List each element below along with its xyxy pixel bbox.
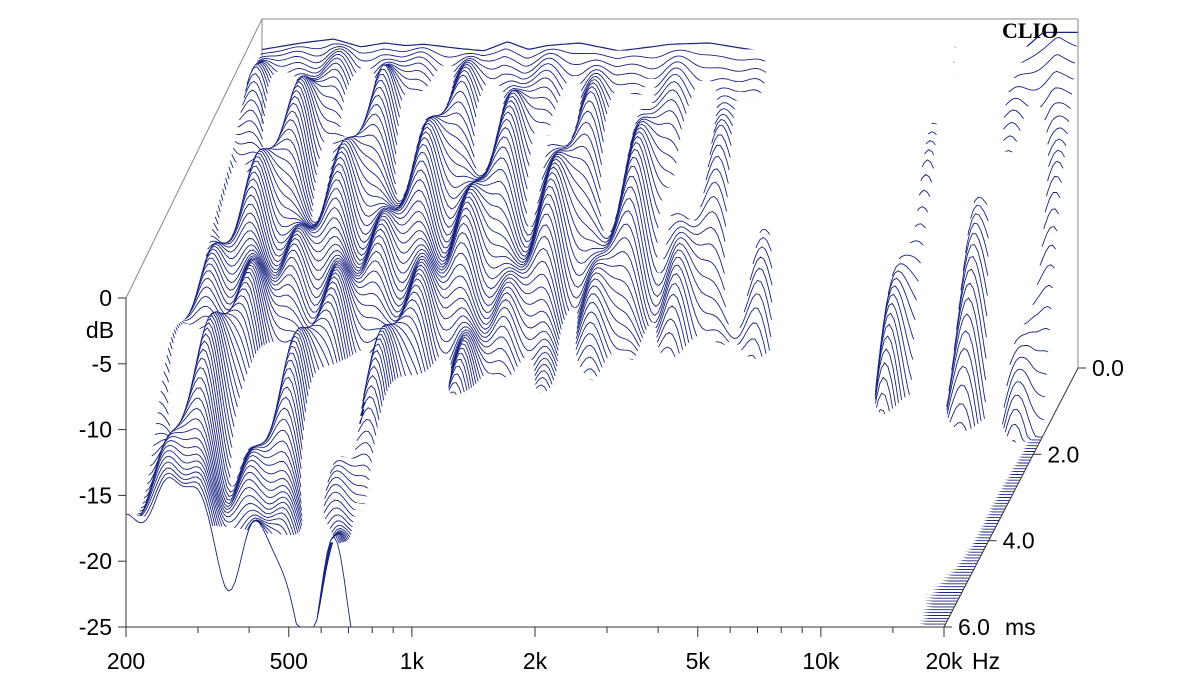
y-tick-label: 0 bbox=[99, 285, 112, 311]
y-tick-label: -15 bbox=[79, 482, 112, 508]
x-tick-label: 2k bbox=[523, 648, 548, 674]
y-tick-label: -25 bbox=[79, 614, 112, 640]
x-tick-label: 5k bbox=[686, 648, 711, 674]
x-tick-label: 10k bbox=[802, 648, 840, 674]
x-tick-label: 200 bbox=[107, 648, 145, 674]
decay-slices bbox=[125, 31, 1078, 628]
axis-labels: 0 -5 -10 -15 -20 -25 dB 200 500 1k 2k 5k 10k 20k Hz 0.0… bbox=[79, 285, 1124, 674]
x-tick-label: 500 bbox=[270, 648, 308, 674]
x-tick-label: 1k bbox=[400, 648, 425, 674]
y-tick-label: -20 bbox=[79, 548, 112, 574]
z-tick-label: 6.0 bbox=[958, 614, 990, 640]
z-axis-line bbox=[943, 367, 1079, 628]
brand-label: CLIO bbox=[1002, 18, 1058, 43]
z-axis-unit: ms bbox=[1005, 614, 1036, 640]
x-tick-label: 20k bbox=[925, 648, 963, 674]
y-axis-unit: dB bbox=[86, 317, 114, 343]
x-axis-unit: Hz bbox=[972, 648, 1000, 674]
z-tick-label: 2.0 bbox=[1047, 441, 1079, 467]
z-tick-label: 4.0 bbox=[1003, 528, 1035, 554]
y-tick-label: -10 bbox=[79, 417, 112, 443]
z-tick-label: 0.0 bbox=[1092, 355, 1124, 381]
y-tick-label: -5 bbox=[92, 351, 112, 377]
back-wall-edge bbox=[125, 18, 263, 299]
